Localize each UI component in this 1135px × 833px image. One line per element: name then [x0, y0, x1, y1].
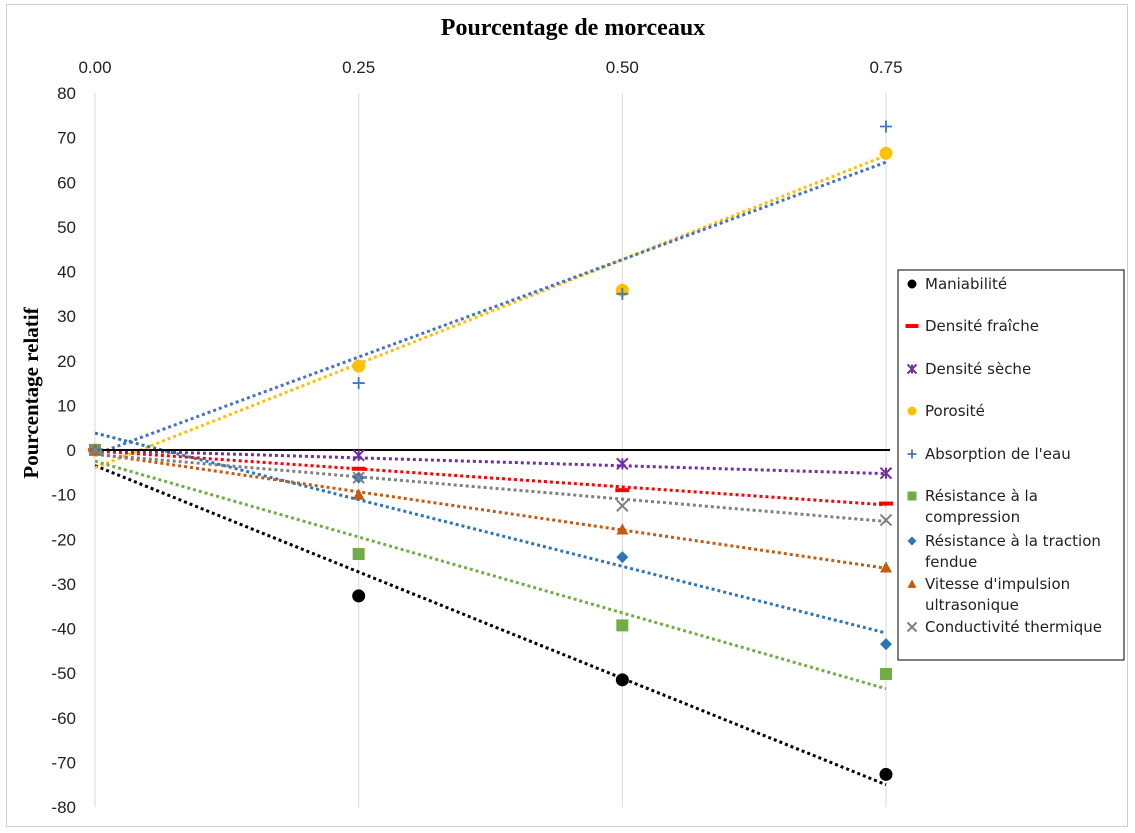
trendline	[94, 464, 887, 787]
y-tick-label: -20	[51, 530, 76, 549]
chart-title: Pourcentage de morceaux	[441, 15, 705, 41]
y-tick-label: -70	[51, 753, 76, 772]
data-point	[352, 547, 365, 560]
y-tick-label: -50	[51, 664, 76, 683]
legend-entry: compression	[925, 508, 1020, 526]
y-tick-label: -40	[51, 620, 76, 639]
legend-entry: Porosité	[925, 402, 985, 420]
data-point	[615, 488, 630, 493]
legend: Maniabilité Densité fraîche Densité sèche P…	[897, 269, 1125, 661]
data-point	[616, 551, 629, 564]
marker-layer	[88, 120, 893, 781]
data-point	[352, 449, 365, 462]
legend-marker	[907, 491, 917, 501]
data-point	[616, 523, 629, 535]
y-tick-label: 10	[57, 396, 76, 415]
trendline	[94, 154, 887, 470]
data-point	[879, 767, 893, 781]
data-point	[879, 501, 893, 506]
trendline	[94, 452, 887, 570]
legend-marker	[905, 324, 919, 328]
y-tick-label: -60	[51, 709, 76, 728]
y-tick-label: -30	[51, 575, 76, 594]
legend-entry: Densité fraîche	[925, 317, 1039, 335]
chart-frame	[6, 4, 1128, 827]
trendline	[94, 449, 887, 507]
data-point	[880, 638, 892, 651]
data-point	[880, 120, 892, 133]
y-tick-label: 30	[57, 307, 76, 326]
legend-box	[897, 269, 1125, 661]
y-tick-label: -80	[51, 798, 76, 817]
legend-marker	[907, 406, 917, 416]
y-tick-label: 60	[57, 173, 76, 192]
data-point	[880, 668, 892, 681]
y-tick-label: 70	[57, 129, 76, 148]
data-point	[352, 359, 366, 373]
data-point	[351, 466, 366, 471]
x-tick-label: 0.50	[606, 58, 639, 77]
trendline-layer	[94, 154, 887, 787]
legend-entry: Absorption de l'eau	[925, 445, 1071, 463]
data-point	[879, 466, 893, 480]
axis-layer: 0.00 0.25 0.50 0.75 80 70 60 50 40 30 20 10 0 -10 -20 -…	[51, 58, 902, 817]
data-point	[352, 589, 366, 603]
data-point	[879, 146, 893, 160]
legend-entry: ultrasonique	[925, 596, 1019, 614]
legend-entry: Vitesse d'impulsion	[925, 575, 1070, 593]
legend-entry: Résistance à la traction	[925, 532, 1101, 550]
data-point	[615, 673, 629, 687]
legend-entry: Résistance à la	[925, 487, 1038, 505]
legend-entry: fendue	[925, 553, 977, 571]
legend-entry: Densité sèche	[925, 360, 1031, 378]
data-point	[616, 287, 629, 300]
legend-marker	[907, 279, 917, 289]
y-tick-label: 0	[67, 441, 76, 460]
y-tick-label: 80	[57, 84, 76, 103]
legend-marker	[907, 579, 917, 588]
legend-marker	[907, 536, 917, 546]
y-axis-label: Pourcentage relatif	[19, 306, 43, 478]
y-tick-label: 20	[57, 352, 76, 371]
legend-marker	[906, 621, 918, 633]
trendline	[94, 459, 887, 691]
y-tick-label: 40	[57, 263, 76, 282]
x-tick-label: 0.00	[78, 58, 111, 77]
data-point	[352, 488, 365, 500]
data-point	[879, 513, 893, 527]
legend-marker	[906, 363, 918, 375]
y-tick-label: 50	[57, 218, 76, 237]
data-point	[616, 499, 629, 512]
x-tick-label: 0.75	[869, 58, 902, 77]
legend-entry: Conductivité thermique	[925, 618, 1102, 636]
data-point	[616, 619, 629, 632]
legend-entry: Maniabilité	[925, 275, 1007, 293]
trendline	[94, 160, 887, 456]
legend-marker	[907, 449, 917, 459]
y-tick-label: -10	[51, 486, 76, 505]
data-point	[352, 377, 365, 390]
trendline	[94, 431, 887, 635]
data-point	[88, 443, 102, 457]
data-point	[352, 471, 365, 484]
data-point	[616, 457, 629, 471]
x-tick-label: 0.25	[342, 58, 375, 77]
data-point	[880, 561, 892, 573]
trendline	[94, 452, 887, 523]
